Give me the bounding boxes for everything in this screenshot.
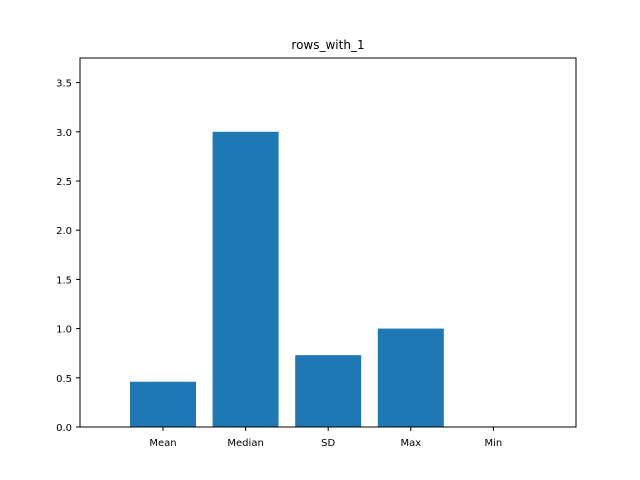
x-tick-label: Max [400, 438, 421, 449]
x-axis: Mean Median SD Max Min [149, 427, 502, 449]
x-tick-label: Mean [149, 438, 176, 449]
y-tick-label: 1.5 [56, 275, 72, 286]
y-tick-label: 2.5 [56, 177, 72, 188]
y-tick-label: 0.0 [56, 423, 72, 434]
plot-frame [79, 57, 577, 428]
y-tick-label: 1.0 [56, 325, 72, 336]
y-tick-label: 2.0 [56, 226, 72, 237]
bar-mean [130, 381, 196, 427]
chart-title: rows_with_1 [291, 38, 364, 52]
bar-max [377, 328, 444, 427]
x-tick-label: SD [321, 438, 335, 449]
y-tick-label: 3.0 [56, 128, 72, 139]
x-tick-label: Min [485, 438, 503, 449]
x-tick-label: Median [227, 438, 263, 449]
y-tick-label: 3.5 [56, 79, 72, 90]
bar-median [212, 131, 279, 428]
y-axis: 0.0 0.5 1.0 1.5 2.0 2.5 3.0 3.5 [56, 79, 80, 434]
bar-sd [295, 355, 362, 427]
y-tick-label: 0.5 [56, 374, 72, 385]
bars-group [130, 131, 444, 428]
